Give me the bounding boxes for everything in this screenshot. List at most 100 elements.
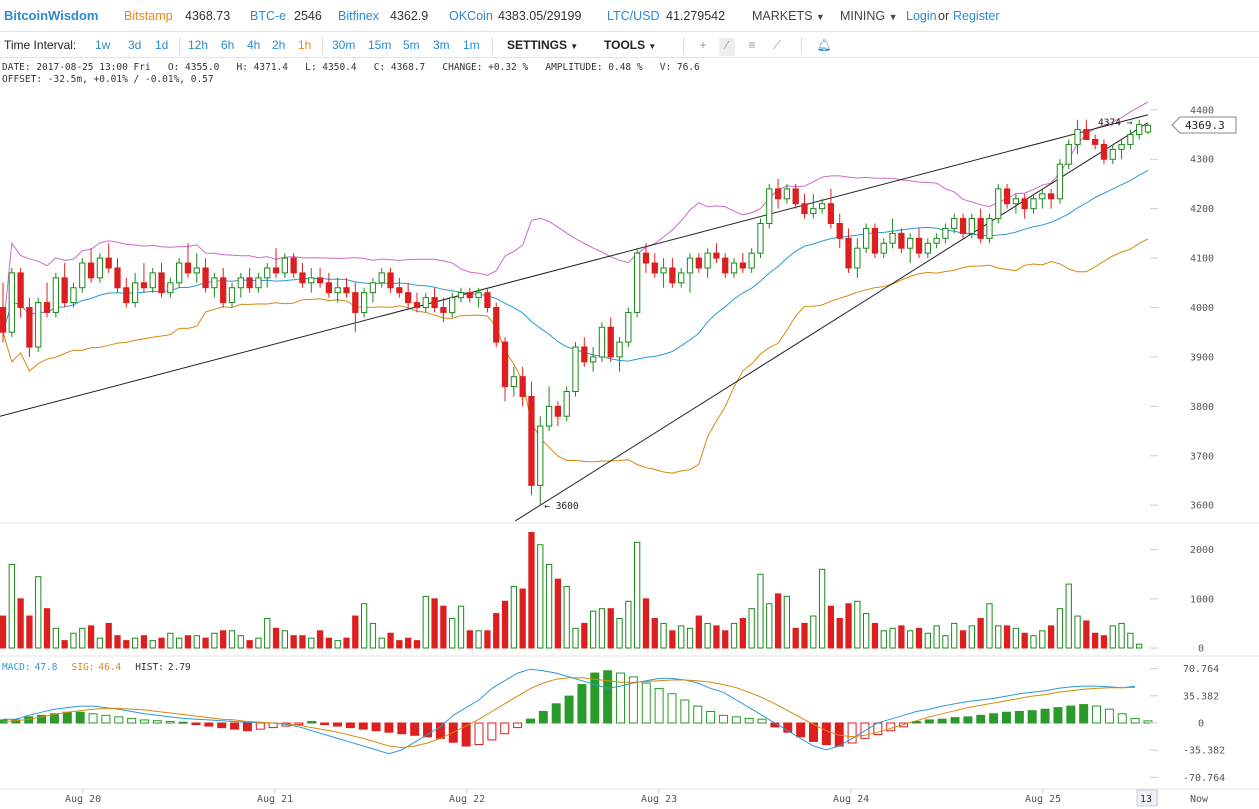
volume-bar <box>440 605 447 649</box>
candle-body <box>933 237 940 244</box>
login-link[interactable]: Login <box>906 9 937 23</box>
settings-menu[interactable]: SETTINGS ▼ <box>507 38 578 54</box>
candle-body <box>87 262 95 279</box>
macd-histogram-bar <box>989 713 999 724</box>
interval-12h[interactable]: 12h <box>188 38 209 52</box>
volume-bar <box>827 605 835 649</box>
volume-bar <box>184 635 192 649</box>
tools-menu[interactable]: TOOLS ▼ <box>604 38 656 54</box>
volume-bar <box>942 635 949 649</box>
candle-body <box>871 227 879 254</box>
markets-menu[interactable]: MARKETS ▼ <box>752 8 825 25</box>
volume-bar <box>158 637 165 649</box>
macd-histogram-bar <box>603 670 613 724</box>
macd-histogram-bar <box>1027 710 1037 724</box>
exchange-bitstamp[interactable]: Bitstamp <box>124 9 173 23</box>
candle-body <box>334 287 341 294</box>
macd-histogram-bar <box>718 714 728 724</box>
interval-3d[interactable]: 3d <box>128 38 142 52</box>
macd-histogram-bar <box>268 722 278 729</box>
candle-body <box>35 302 42 348</box>
candle-body <box>995 188 1002 220</box>
divider <box>683 37 684 54</box>
volume-bar <box>1100 635 1108 649</box>
candle-body <box>660 267 667 274</box>
volume-bar <box>431 598 438 649</box>
macd-histogram-bar <box>616 672 626 724</box>
chevron-down-icon: ▼ <box>815 12 825 22</box>
candle-body <box>642 252 650 264</box>
macd-histogram-bar <box>384 722 394 733</box>
macd-histogram-bar <box>435 722 445 739</box>
macd-histogram-bar <box>834 722 844 747</box>
volume-bar <box>880 630 887 649</box>
candle-body <box>493 307 500 343</box>
volume-bar <box>1003 625 1011 649</box>
exchange-bitfinex[interactable]: Bitfinex <box>338 9 379 23</box>
volume-bar <box>704 622 711 649</box>
macd-histogram-bar <box>24 716 34 724</box>
register-link[interactable]: Register <box>953 9 1000 23</box>
candle-body <box>378 272 385 284</box>
interval-2h[interactable]: 2h <box>272 38 286 52</box>
exchange-ltcusd[interactable]: LTC/USD <box>607 9 660 23</box>
macd-histogram-bar <box>667 693 677 724</box>
alarm-bell-icon[interactable]: 🔔︎ <box>816 38 832 52</box>
interval-3m[interactable]: 3m <box>433 38 450 52</box>
candle-body <box>396 287 403 294</box>
volume-bar <box>951 622 958 649</box>
fan-tool-icon[interactable]: ⟋ <box>772 38 782 52</box>
candle-body <box>255 277 262 289</box>
price-tick-label: 4200 <box>1190 204 1214 215</box>
candle-body <box>739 262 746 269</box>
candle-body <box>1083 129 1090 140</box>
macd-histogram-bar <box>796 722 806 738</box>
settings-menu-label: SETTINGS <box>507 38 568 52</box>
price-tick-label: 3900 <box>1190 352 1214 363</box>
fibonacci-icon[interactable]: ≡ <box>748 38 756 52</box>
interval-4h[interactable]: 4h <box>247 38 261 52</box>
macd-histogram-bar <box>397 722 407 735</box>
volume-bar <box>264 618 271 649</box>
interval-30m[interactable]: 30m <box>332 38 356 52</box>
candle-body <box>105 257 112 269</box>
volume-bar <box>52 627 59 649</box>
candle-body <box>228 287 236 304</box>
candle-body <box>783 188 791 200</box>
interval-6h[interactable]: 6h <box>221 38 235 52</box>
interval-1m[interactable]: 1m <box>463 38 480 52</box>
exchange-okcoin[interactable]: OKCoin <box>449 9 493 23</box>
exchange-btce[interactable]: BTC-e <box>250 9 287 23</box>
candle-body <box>237 277 244 289</box>
top-navigation-bar: BitcoinWisdom Bitstamp 4368.73 BTC-e 254… <box>0 0 1259 32</box>
volume-bar <box>1021 632 1028 649</box>
candle-body <box>501 341 509 388</box>
mining-menu[interactable]: MINING ▼ <box>840 8 898 25</box>
candle-body <box>466 292 473 299</box>
candle-body <box>1074 129 1081 145</box>
macd-histogram-bar <box>899 722 909 728</box>
interval-1h[interactable]: 1h <box>298 38 312 52</box>
candle-body <box>942 227 949 239</box>
bollinger-middle-line <box>2 169 1149 362</box>
volume-bar <box>845 603 852 649</box>
interval-15m[interactable]: 15m <box>368 38 392 52</box>
candle-body <box>722 257 729 274</box>
interval-5m[interactable]: 5m <box>403 38 420 52</box>
candle-body <box>598 326 606 358</box>
interval-1d[interactable]: 1d <box>155 38 169 52</box>
volume-bar <box>316 630 324 649</box>
interval-1w[interactable]: 1w <box>95 38 111 52</box>
macd-histogram-bar <box>538 710 548 724</box>
brand-logo[interactable]: BitcoinWisdom <box>4 8 99 23</box>
candle-body <box>193 267 200 274</box>
volume-tick-label: 0 <box>1198 644 1204 655</box>
candle-ohlc-line: DATE: 2017-08-25 13:00 Fri O: 4355.0 H: … <box>2 62 700 73</box>
candle-body <box>131 282 139 304</box>
line-tool-icon[interactable]: ∕ <box>719 38 735 56</box>
volume-bar <box>933 625 940 649</box>
volume-bar <box>1030 635 1037 649</box>
crosshair-icon[interactable]: + <box>699 38 707 52</box>
macd-histogram-bar <box>1079 704 1089 724</box>
